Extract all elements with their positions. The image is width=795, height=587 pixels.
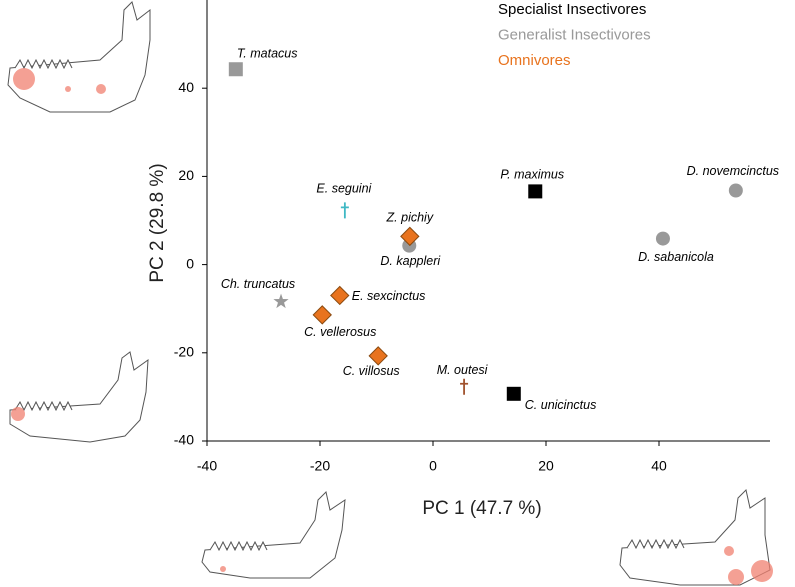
point: [506, 386, 521, 401]
legend-entry: Generalist Insectivores: [498, 26, 651, 43]
x-tick-label: -20: [310, 458, 330, 474]
point-label: D. sabanicola: [638, 250, 714, 264]
y-tick-label: -40: [174, 432, 194, 448]
x-tick-label: -40: [197, 458, 217, 474]
x-axis-label: PC 1 (47.7 %): [422, 498, 541, 519]
point-label: T. matacus: [237, 47, 298, 61]
legend-entry: Omnivores: [498, 52, 571, 69]
point: [528, 184, 543, 199]
y-axis-label: PC 2 (29.8 %): [147, 163, 168, 282]
mandible-right: [619, 489, 773, 586]
point: [728, 183, 743, 198]
point: [228, 62, 243, 77]
mandible-top: [7, 1, 151, 113]
point-label: C. villosus: [343, 364, 400, 378]
point: [340, 202, 349, 219]
x-tick-label: 40: [651, 458, 667, 474]
point: [273, 293, 289, 309]
y-tick-label: 0: [186, 255, 194, 271]
point: [330, 285, 350, 306]
y-tick-label: 20: [178, 167, 194, 183]
mandible-left: [9, 351, 149, 443]
mandible-bottom: [201, 491, 346, 579]
point-label: E. sexcinctus: [352, 289, 426, 303]
point-label: D. novemcinctus: [687, 164, 779, 178]
point-label: Ch. truncatus: [221, 277, 295, 291]
point: [655, 231, 670, 246]
point-label: C. unicinctus: [525, 398, 597, 412]
legend-entry: Specialist Insectivores: [498, 1, 646, 18]
point-label: D. kappleri: [380, 254, 441, 268]
point-label: Z. pichiy: [386, 211, 434, 225]
point: [312, 305, 332, 325]
y-tick-label: -20: [174, 344, 194, 360]
point-label: P. maximus: [500, 168, 564, 182]
point: [368, 346, 388, 366]
point-label: C. vellerosus: [304, 325, 376, 339]
point-label: M. outesi: [437, 363, 489, 377]
x-tick-label: 20: [538, 458, 554, 474]
y-tick-label: 40: [178, 79, 194, 95]
point-label: E. seguini: [316, 182, 372, 196]
point: [400, 226, 420, 247]
point: [460, 378, 469, 395]
x-tick-label: 0: [429, 458, 437, 474]
